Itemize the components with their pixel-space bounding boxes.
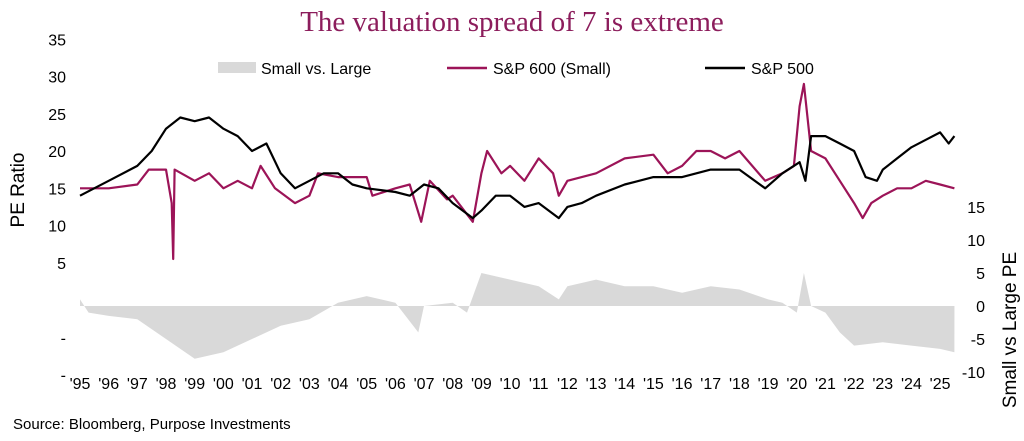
legend-label: Small vs. Large	[261, 61, 371, 78]
legend-swatch	[218, 62, 256, 73]
x-tick-label: '06	[385, 376, 406, 393]
x-tick-label: '02	[270, 376, 291, 393]
x-tick-label: '25	[930, 376, 951, 393]
left-tick-label: -	[61, 330, 66, 347]
left-tick-label: 10	[48, 219, 66, 236]
x-tick-label: '10	[500, 376, 521, 393]
x-tick-label: '01	[242, 376, 263, 393]
right-tick-label: 0	[976, 299, 985, 316]
chart-title: The valuation spread of 7 is extreme	[300, 6, 724, 38]
right-tick-label: 5	[976, 266, 985, 283]
y-axis-label: PE Ratio	[8, 153, 29, 228]
source-note: Source: Bloomberg, Purpose Investments	[13, 416, 291, 433]
x-tick-label: '18	[729, 376, 750, 393]
x-tick-label: '07	[414, 376, 435, 393]
x-tick-label: '20	[786, 376, 807, 393]
x-tick-label: '08	[442, 376, 463, 393]
x-tick-label: '09	[471, 376, 492, 393]
spread-area	[80, 273, 955, 359]
y2-axis-label: Small vs Large PE	[1000, 252, 1021, 408]
x-tick-label: '23	[872, 376, 893, 393]
sp600-line	[80, 82, 955, 261]
x-tick-label: '95	[70, 376, 91, 393]
x-tick-label: '97	[127, 376, 148, 393]
right-tick-label: 15	[967, 200, 985, 217]
x-tick-label: '16	[672, 376, 693, 393]
x-tick-label: '04	[328, 376, 349, 393]
x-tick-label: '13	[586, 376, 607, 393]
x-tick-label: '99	[184, 376, 205, 393]
left-tick-label: 20	[48, 144, 66, 161]
x-tick-label: '15	[643, 376, 664, 393]
x-tick-label: '22	[844, 376, 865, 393]
x-tick-label: '24	[901, 376, 922, 393]
x-tick-label: '98	[156, 376, 177, 393]
left-tick-label: 15	[48, 181, 66, 198]
x-tick-label: '19	[758, 376, 779, 393]
right-tick-label: 10	[967, 233, 985, 250]
left-tick-label: 30	[48, 70, 66, 87]
left-tick-label: 35	[48, 32, 66, 49]
x-tick-label: '17	[700, 376, 721, 393]
x-tick-label: '05	[356, 376, 377, 393]
left-tick-label: 5	[57, 256, 66, 273]
x-tick-label: '21	[815, 376, 836, 393]
sp500-line	[79, 116, 956, 220]
x-tick-label: '12	[557, 376, 578, 393]
legend-label: S&P 600 (Small)	[493, 61, 611, 78]
x-tick-label: '03	[299, 376, 320, 393]
x-tick-label: '14	[614, 376, 635, 393]
left-tick-label: 25	[48, 107, 66, 124]
x-tick-label: '96	[98, 376, 119, 393]
x-tick-label: '11	[529, 376, 549, 393]
x-tick-label: '00	[213, 376, 234, 393]
right-tick-label: -5	[971, 332, 985, 349]
legend-label: S&P 500	[751, 61, 814, 78]
right-tick-label: -10	[962, 365, 985, 382]
left-tick-label: -	[61, 368, 66, 385]
